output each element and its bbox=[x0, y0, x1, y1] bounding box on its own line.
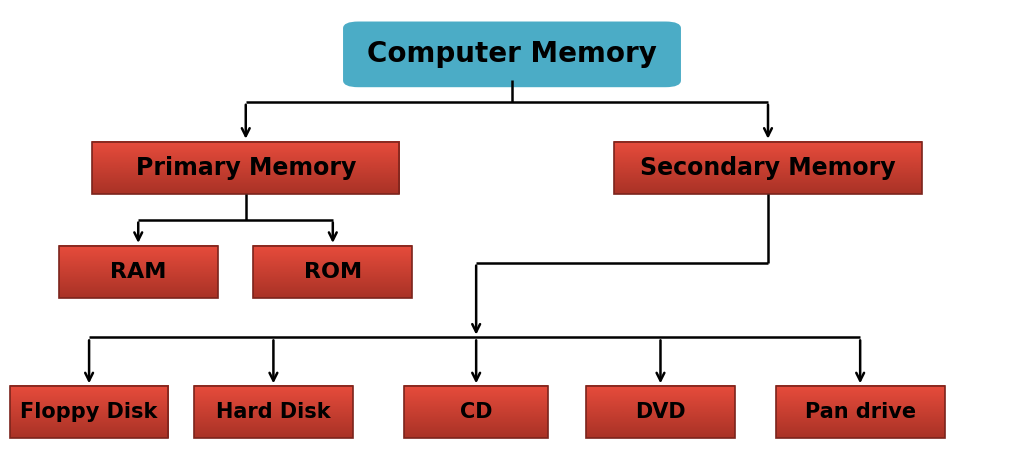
Bar bbox=[195, 386, 352, 439]
Bar bbox=[776, 386, 944, 439]
Bar bbox=[404, 386, 548, 439]
Text: DVD: DVD bbox=[635, 402, 686, 422]
Bar bbox=[9, 386, 168, 439]
Text: Computer Memory: Computer Memory bbox=[367, 40, 657, 68]
Text: Pan drive: Pan drive bbox=[805, 402, 915, 422]
Bar bbox=[92, 141, 399, 193]
Text: Hard Disk: Hard Disk bbox=[216, 402, 331, 422]
Text: RAM: RAM bbox=[110, 262, 167, 282]
Bar bbox=[254, 246, 412, 298]
Text: ROM: ROM bbox=[304, 262, 361, 282]
FancyBboxPatch shape bbox=[343, 21, 681, 87]
Bar bbox=[59, 246, 218, 298]
Text: CD: CD bbox=[460, 402, 493, 422]
Text: Secondary Memory: Secondary Memory bbox=[640, 156, 896, 179]
Text: Primary Memory: Primary Memory bbox=[135, 156, 356, 179]
Bar bbox=[614, 141, 922, 193]
Bar bbox=[586, 386, 735, 439]
Text: Floppy Disk: Floppy Disk bbox=[20, 402, 158, 422]
